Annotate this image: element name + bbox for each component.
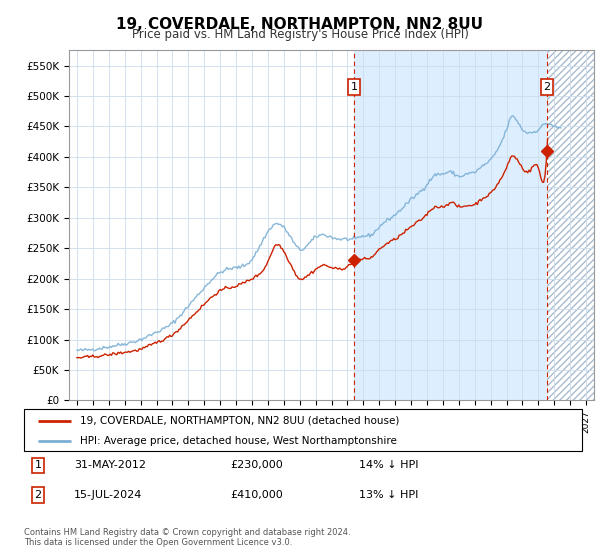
Bar <box>354 50 547 400</box>
Text: 1: 1 <box>350 82 358 92</box>
Text: 19, COVERDALE, NORTHAMPTON, NN2 8UU: 19, COVERDALE, NORTHAMPTON, NN2 8UU <box>116 17 484 32</box>
Text: HPI: Average price, detached house, West Northamptonshire: HPI: Average price, detached house, West… <box>80 436 397 446</box>
Text: Contains HM Land Registry data © Crown copyright and database right 2024.: Contains HM Land Registry data © Crown c… <box>24 528 350 536</box>
Text: 13% ↓ HPI: 13% ↓ HPI <box>359 490 418 500</box>
Text: This data is licensed under the Open Government Licence v3.0.: This data is licensed under the Open Gov… <box>24 538 292 547</box>
Text: 2: 2 <box>544 82 551 92</box>
FancyBboxPatch shape <box>24 409 582 451</box>
Text: 31-MAY-2012: 31-MAY-2012 <box>74 460 146 470</box>
Text: £410,000: £410,000 <box>230 490 283 500</box>
Text: 14% ↓ HPI: 14% ↓ HPI <box>359 460 418 470</box>
Text: 19, COVERDALE, NORTHAMPTON, NN2 8UU (detached house): 19, COVERDALE, NORTHAMPTON, NN2 8UU (det… <box>80 416 399 426</box>
Bar <box>547 50 594 400</box>
Bar <box>547 50 594 400</box>
Text: £230,000: £230,000 <box>230 460 283 470</box>
Text: 2: 2 <box>34 490 41 500</box>
Text: 15-JUL-2024: 15-JUL-2024 <box>74 490 143 500</box>
Text: 1: 1 <box>34 460 41 470</box>
Text: Price paid vs. HM Land Registry's House Price Index (HPI): Price paid vs. HM Land Registry's House … <box>131 28 469 41</box>
